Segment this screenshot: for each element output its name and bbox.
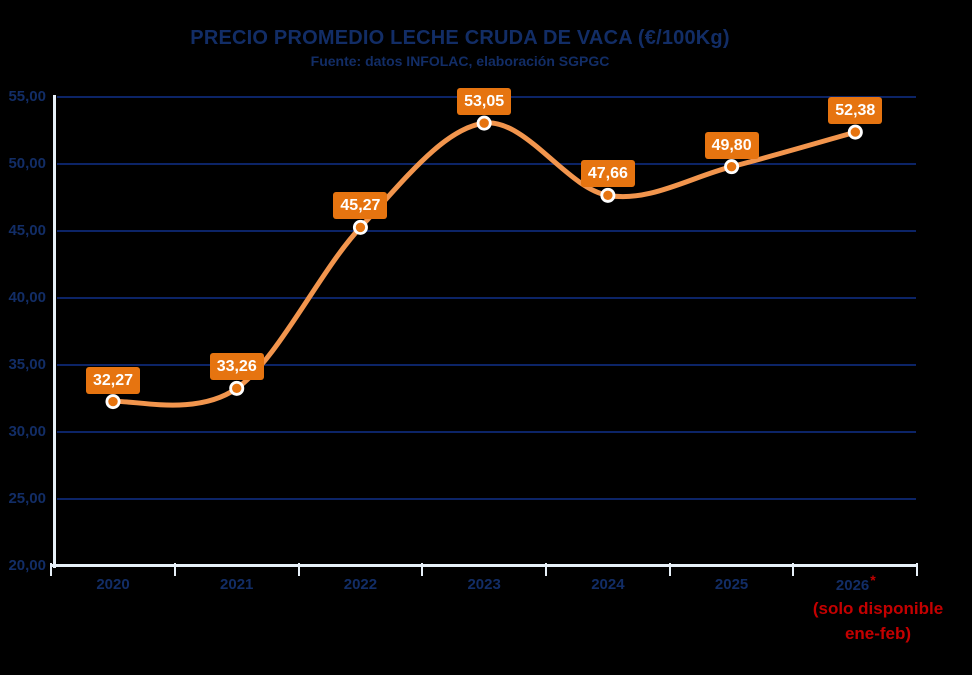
x-axis-tick — [545, 563, 548, 576]
chart-title: PRECIO PROMEDIO LECHE CRUDA DE VACA (€/1… — [190, 27, 730, 49]
data-label-2021: 33,26 — [209, 353, 264, 381]
x-axis-label-2026: 2026* — [835, 572, 876, 594]
y-axis-tick-label: 50,00 — [8, 155, 46, 172]
x-axis-tick — [173, 563, 176, 576]
x-axis-tick — [421, 563, 424, 576]
x-axis-tick — [50, 563, 53, 576]
data-point — [603, 190, 613, 201]
asterisk-note-marker: * — [870, 572, 876, 588]
x-axis-label-2023: 2023 — [467, 576, 501, 593]
x-axis-label-2022: 2022 — [343, 576, 378, 593]
x-axis-tick — [297, 563, 300, 576]
x-axis-label-2021: 2021 — [220, 576, 254, 593]
y-axis-tick-label: 45,00 — [8, 222, 46, 239]
data-label-2023: 53,05 — [457, 88, 512, 116]
data-point — [726, 161, 737, 172]
y-axis-tick-label: 20,00 — [8, 557, 46, 574]
x-axis-line — [51, 564, 918, 567]
x-axis-tick — [792, 563, 795, 576]
gridline — [57, 163, 916, 165]
availability-note: (solo disponible ene-feb) — [758, 596, 972, 646]
data-label-2024: 47,66 — [580, 160, 635, 188]
gridline — [57, 498, 916, 500]
y-axis-tick-label: 25,00 — [8, 490, 46, 507]
x-axis-label-2025: 2025 — [714, 576, 749, 593]
gridline — [57, 364, 916, 366]
gridline — [57, 297, 916, 299]
y-axis-tick-label: 35,00 — [8, 356, 46, 373]
gridline — [57, 431, 916, 433]
x-axis-label-2024: 2024 — [591, 576, 625, 593]
y-axis-tick-label: 30,00 — [8, 423, 46, 440]
availability-note-line2: ene-feb) — [844, 624, 912, 643]
data-label-2026: 52,38 — [828, 97, 883, 125]
y-axis-tick-label: 40,00 — [8, 289, 46, 306]
chart-subtitle: Fuente: datos INFOLAC, elaboración SGPGC — [310, 53, 610, 69]
y-axis-tick-label: 55,00 — [8, 88, 46, 105]
data-point — [232, 383, 242, 394]
x-axis-tick — [916, 563, 919, 576]
data-point — [850, 127, 861, 137]
data-label-2022: 45,27 — [333, 192, 388, 220]
data-label-2020: 32,27 — [86, 366, 140, 394]
x-axis-label-2020: 2020 — [96, 576, 130, 593]
availability-note-line1: (solo disponible — [812, 599, 944, 618]
gridline — [57, 230, 916, 232]
x-axis-tick — [668, 563, 671, 576]
data-point — [355, 222, 366, 233]
data-point — [108, 396, 118, 407]
data-point — [479, 118, 489, 128]
y-axis-line — [53, 95, 56, 568]
data-label-2025: 49,80 — [704, 131, 759, 159]
